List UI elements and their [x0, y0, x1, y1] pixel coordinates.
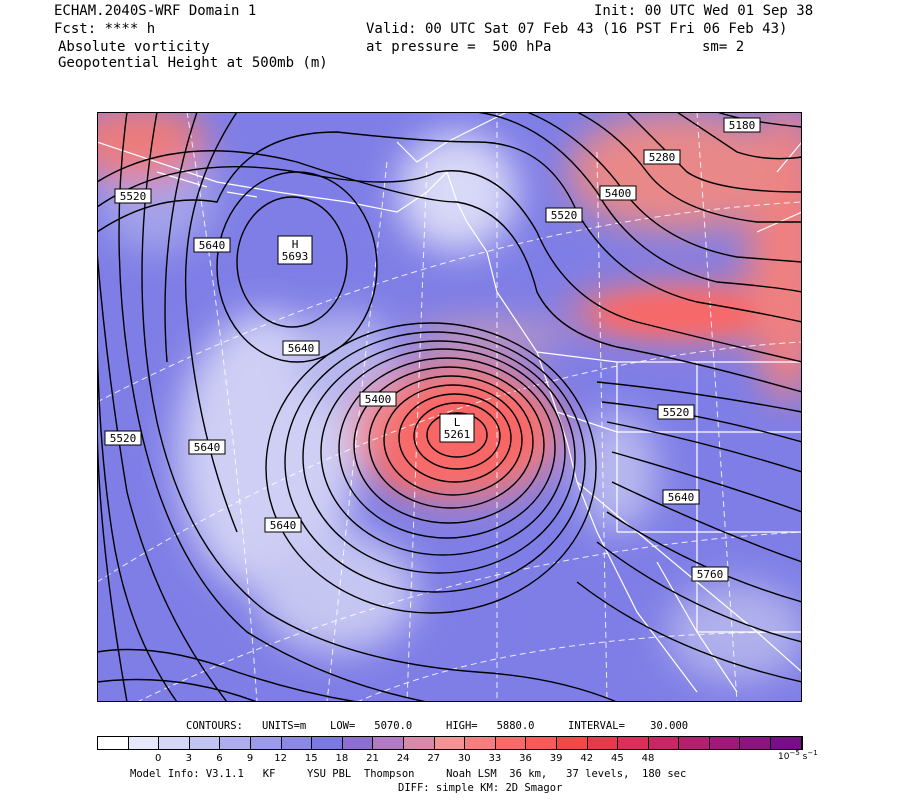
low-center: L 5261 [439, 413, 475, 443]
contour-label: 5640 [264, 517, 302, 533]
model-title: ECHAM.2040S-WRF Domain 1 [54, 3, 257, 19]
colorbar [97, 736, 803, 750]
contour-label: 5520 [545, 207, 583, 223]
contour-label: 5760 [691, 566, 729, 582]
svg-text:5520: 5520 [110, 432, 137, 445]
svg-text:5520: 5520 [663, 406, 690, 419]
contour-label: 5180 [723, 117, 761, 133]
colorbar-swatch [312, 737, 343, 749]
vorticity-field [97, 112, 802, 682]
colorbar-tick-label: 21 [366, 753, 379, 764]
colorbar-swatch [587, 737, 619, 749]
colorbar-tick-label: 12 [274, 753, 288, 764]
colorbar-swatch [159, 737, 190, 749]
pressure-level: at pressure = 500 hPa [366, 39, 552, 55]
svg-text:5180: 5180 [729, 119, 756, 132]
colorbar-tick-label: 9 [246, 753, 254, 764]
colorbar-swatch [403, 737, 435, 749]
svg-text:5640: 5640 [199, 239, 226, 252]
svg-text:5640: 5640 [194, 441, 221, 454]
colorbar-tick-label: 36 [519, 753, 532, 764]
colorbar-swatch [618, 737, 649, 749]
field-name-height: Geopotential Height at 500mb (m) [58, 55, 328, 71]
colorbar-swatch [434, 737, 466, 749]
contour-label: 5640 [662, 489, 700, 505]
colorbar-unit: 10−5 s−1 [778, 749, 818, 762]
contour-label: 5520 [104, 430, 142, 446]
forecast-hour: Fcst: **** h [54, 21, 156, 37]
contour-label: 5520 [657, 404, 695, 420]
colorbar-tick-label: 45 [610, 753, 624, 764]
colorbar-tick-label: 27 [427, 753, 441, 764]
contours-label: CONTOURS: [186, 720, 243, 732]
svg-text:5520: 5520 [551, 209, 578, 222]
colorbar-swatch [465, 737, 496, 749]
colorbar-tick-label: 33 [488, 753, 502, 764]
colorbar-swatch [98, 737, 129, 749]
contour-label: 5280 [643, 149, 681, 165]
colorbar-swatch [495, 737, 527, 749]
colorbar-swatch [740, 737, 772, 749]
model-info: Model Info: V3.1.1 KF YSU PBL Thompson N… [130, 768, 687, 780]
colorbar-swatch [189, 737, 221, 749]
map-frame [97, 112, 802, 702]
colorbar-tick-label: 24 [396, 753, 410, 764]
colorbar-swatch [648, 737, 680, 749]
colorbar-swatch [771, 737, 802, 749]
colorbar-tick-label: 18 [335, 753, 349, 764]
valid-time: Valid: 00 UTC Sat 07 Feb 43 (16 PST Fri … [366, 21, 788, 37]
contour-label: 5640 [282, 340, 320, 356]
contours-interval: INTERVAL= 30.000 [568, 720, 689, 732]
contour-label: 5400 [599, 185, 637, 201]
svg-text:5400: 5400 [605, 187, 632, 200]
colorbar-swatch [709, 737, 741, 749]
svg-text:L: L [454, 416, 461, 429]
colorbar-tick-label: 6 [216, 753, 223, 764]
svg-text:5280: 5280 [649, 151, 676, 164]
colorbar-tick-label: 3 [185, 753, 192, 764]
contours-high: HIGH= 5880.0 [446, 720, 535, 732]
colorbar-tick-label: 30 [457, 753, 471, 764]
contours-low: LOW= 5070.0 [330, 720, 413, 732]
svg-text:5400: 5400 [365, 393, 392, 406]
colorbar-swatch [373, 737, 404, 749]
colorbar-swatch [556, 737, 588, 749]
svg-text:5261: 5261 [444, 428, 471, 441]
colorbar-swatch [526, 737, 557, 749]
contour-label: 5640 [188, 439, 226, 455]
colorbar-swatch [128, 737, 160, 749]
svg-text:5640: 5640 [288, 342, 315, 355]
contour-label: 5400 [359, 391, 397, 407]
colorbar-swatch [679, 737, 710, 749]
colorbar-swatch [281, 737, 313, 749]
svg-text:5640: 5640 [270, 519, 297, 532]
high-center: H 5693 [277, 235, 313, 265]
svg-text:5640: 5640 [668, 491, 695, 504]
init-time: Init: 00 UTC Wed 01 Sep 38 [594, 3, 814, 19]
weather-map: 5180 5280 5400 5520 5520 5640 5640 5640 … [97, 112, 802, 702]
colorbar-tick-label: 48 [641, 753, 655, 764]
colorbar-tick-label: 42 [580, 753, 594, 764]
smoothing: sm= 2 [702, 39, 745, 55]
contours-units: UNITS=m [262, 720, 307, 732]
svg-text:5693: 5693 [282, 250, 309, 263]
colorbar-swatch [250, 737, 282, 749]
contour-label: 5640 [193, 237, 231, 253]
colorbar-tick-label: 0 [155, 753, 162, 764]
svg-text:H: H [292, 238, 299, 251]
coastlines [97, 112, 802, 693]
colorbar-swatch [342, 737, 374, 749]
colorbar-swatch [220, 737, 251, 749]
diffusion-info: DIFF: simple KM: 2D Smagor [398, 782, 563, 794]
contour-label: 5520 [114, 188, 152, 204]
field-name-vorticity: Absolute vorticity [58, 39, 210, 55]
svg-text:5760: 5760 [697, 568, 724, 581]
colorbar-tick-label: 39 [549, 753, 563, 764]
svg-text:5520: 5520 [120, 190, 147, 203]
contour-labels: 5180 5280 5400 5520 5520 5640 5640 5640 … [104, 117, 761, 582]
colorbar-tick-label: 15 [304, 753, 318, 764]
